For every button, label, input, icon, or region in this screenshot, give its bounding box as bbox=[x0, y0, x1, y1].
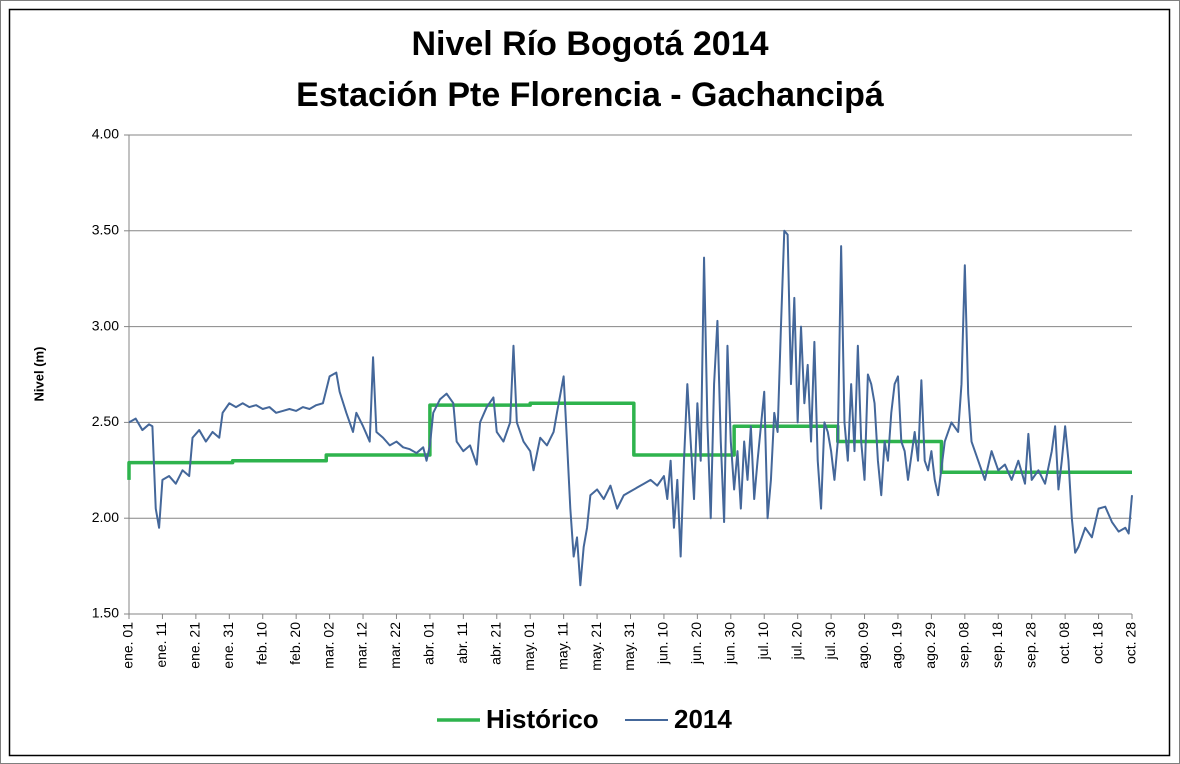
x-tick-label: oct. 18 bbox=[1089, 622, 1105, 664]
x-tick-label: mar. 22 bbox=[387, 622, 403, 669]
x-tick-label: abr. 11 bbox=[454, 622, 470, 664]
x-tick-label: jun. 20 bbox=[688, 622, 704, 665]
legend-label: Histórico bbox=[486, 704, 599, 734]
y-axis-label: Nivel (m) bbox=[31, 347, 46, 402]
legend-label: 2014 bbox=[674, 704, 732, 734]
x-tick-label: sep. 28 bbox=[1022, 622, 1038, 668]
x-tick-label: mar. 12 bbox=[354, 622, 370, 669]
x-tick-label: sep. 08 bbox=[956, 622, 972, 668]
x-tick-label: ene. 21 bbox=[187, 622, 203, 669]
x-tick-label: ago. 09 bbox=[855, 622, 871, 669]
x-tick-label: feb. 10 bbox=[253, 622, 269, 665]
y-tick-label: 3.50 bbox=[92, 222, 119, 238]
x-tick-label: ene. 31 bbox=[220, 622, 236, 669]
x-tick-label: jul. 20 bbox=[788, 622, 804, 661]
x-tick-label: ago. 29 bbox=[922, 622, 938, 669]
chart-title: Nivel Río Bogotá 2014 bbox=[411, 25, 768, 63]
x-tick-label: abr. 21 bbox=[487, 622, 503, 665]
x-tick-label: ene. 01 bbox=[120, 622, 136, 669]
x-tick-label: ago. 19 bbox=[889, 622, 905, 669]
x-tick-label: oct. 08 bbox=[1056, 622, 1072, 664]
y-tick-label: 2.50 bbox=[92, 413, 119, 429]
x-tick-label: mar. 02 bbox=[320, 622, 336, 669]
x-tick-label: jul. 30 bbox=[822, 622, 838, 661]
x-tick-label: jun. 10 bbox=[655, 622, 671, 665]
y-tick-label: 1.50 bbox=[92, 605, 119, 621]
x-tick-label: jul. 10 bbox=[755, 622, 771, 661]
x-tick-label: abr. 01 bbox=[421, 622, 437, 665]
x-tick-label: ene. 11 bbox=[153, 622, 169, 668]
y-tick-label: 2.00 bbox=[92, 509, 119, 525]
x-tick-label: jun. 30 bbox=[722, 622, 738, 665]
x-tick-label: feb. 20 bbox=[287, 622, 303, 665]
y-tick-label: 4.00 bbox=[92, 126, 119, 142]
x-tick-label: sep. 18 bbox=[989, 622, 1005, 668]
x-tick-label: may. 31 bbox=[621, 622, 637, 671]
x-tick-label: may. 11 bbox=[554, 622, 570, 670]
x-tick-label: oct. 28 bbox=[1123, 622, 1139, 664]
data-line bbox=[128, 229, 1133, 587]
y-tick-label: 3.00 bbox=[92, 317, 119, 333]
chart-subtitle: Estación Pte Florencia - Gachancipá bbox=[296, 76, 884, 114]
x-tick-label: may. 21 bbox=[588, 622, 604, 671]
x-tick-label: may. 01 bbox=[521, 622, 537, 671]
chart-border bbox=[8, 8, 1171, 757]
